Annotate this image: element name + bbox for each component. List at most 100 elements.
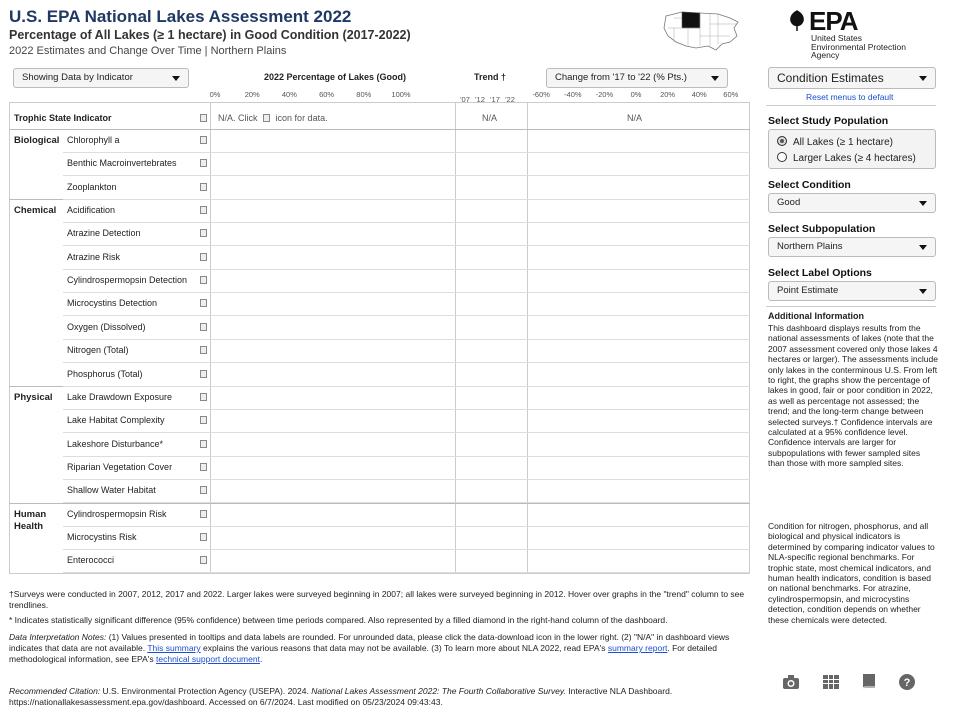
download-icon[interactable] (200, 392, 207, 401)
chevron-down-icon (919, 289, 927, 294)
us-map-icon[interactable] (660, 8, 742, 54)
change-tick-label: -20% (596, 90, 614, 99)
download-icon[interactable] (200, 206, 207, 215)
change-tick-label: 60% (723, 90, 738, 99)
change-tick-label: 20% (660, 90, 675, 99)
indicator-label: Cylindrospermopsin Risk (67, 508, 167, 519)
condition-estimates-dropdown[interactable]: Condition Estimates (768, 67, 936, 89)
download-icon[interactable] (200, 486, 207, 495)
trend-column-header: Trend † (474, 72, 507, 82)
pct-tick-label: 40% (282, 90, 297, 99)
group-label: Physical (14, 391, 53, 403)
study-population-label: Select Study Population (768, 115, 889, 127)
download-icon[interactable] (200, 532, 207, 541)
pct-tick-label: 0% (210, 90, 221, 99)
help-icon[interactable]: ? (898, 673, 916, 691)
radio-all-lakes[interactable]: All Lakes (≥ 1 hectare) (777, 136, 893, 148)
indicator-label: Lake Habitat Complexity (67, 415, 165, 426)
indicator-label: Microcystins Risk (67, 531, 137, 542)
indicator-table (9, 102, 750, 574)
download-icon[interactable] (200, 159, 207, 168)
trophic-state-label: Trophic State Indicator (14, 113, 112, 123)
radio-larger-lakes[interactable]: Larger Lakes (≥ 4 hectares) (777, 152, 916, 164)
download-icon[interactable] (200, 369, 207, 378)
additional-info-title: Additional Information (768, 311, 864, 321)
change-dropdown[interactable]: Change from '17 to '22 (% Pts.) (546, 68, 728, 88)
technical-doc-link[interactable]: technical support document (156, 654, 260, 664)
trophic-change-na: N/A (627, 113, 643, 123)
group-label: Human Health (14, 508, 47, 532)
download-icon (263, 114, 271, 122)
download-icon[interactable] (200, 229, 207, 238)
download-icon[interactable] (200, 346, 207, 355)
chevron-down-icon (919, 201, 927, 206)
download-icon[interactable] (200, 439, 207, 448)
chevron-down-icon (919, 245, 927, 250)
pct-tick-label: 20% (245, 90, 260, 99)
download-icon[interactable] (200, 509, 207, 518)
study-population-radio-group: All Lakes (≥ 1 hectare) Larger Lakes (≥ … (768, 129, 936, 169)
label-options-dropdown[interactable]: Point Estimate (768, 281, 936, 301)
indicator-label: Phosphorus (Total) (67, 368, 143, 379)
view-dropdown[interactable]: Showing Data by Indicator (13, 68, 189, 88)
change-tick-label: -60% (532, 90, 550, 99)
indicator-label: Cylindrospermopsin Detection (67, 275, 188, 286)
pct-tick-label: 80% (356, 90, 371, 99)
change-tick-label: 40% (692, 90, 707, 99)
group-label: Biological (14, 135, 60, 146)
indicator-label: Benthic Macroinvertebrates (67, 158, 177, 169)
label-options-label: Select Label Options (768, 267, 872, 279)
indicator-label: Atrazine Risk (67, 251, 121, 262)
footer-citation: Recommended Citation: U.S. Environmental… (9, 686, 673, 707)
change-tick-label: -40% (564, 90, 582, 99)
subpopulation-dropdown[interactable]: Northern Plains (768, 237, 936, 257)
reset-menus-link[interactable]: Reset menus to default (806, 92, 894, 102)
indicator-label: Nitrogen (Total) (67, 345, 129, 356)
footer-interpretation: Data Interpretation Notes: (1) Values pr… (9, 632, 730, 664)
download-icon[interactable] (200, 556, 207, 565)
indicator-label: Lakeshore Disturbance* (67, 438, 164, 449)
camera-icon[interactable] (782, 673, 800, 691)
book-icon[interactable] (860, 673, 878, 691)
trophic-na-text: N/A. Click icon for data. (218, 113, 328, 123)
indicator-label: Atrazine Detection (67, 228, 141, 239)
pct-tick-label: 60% (319, 90, 334, 99)
table-icon[interactable] (822, 673, 840, 691)
download-icon[interactable] (200, 114, 207, 122)
indicator-label: Chlorophyll a (67, 135, 120, 145)
download-icon[interactable] (200, 252, 207, 261)
pct-tick-label: 100% (391, 90, 411, 99)
indicator-label: Enterococci (67, 555, 115, 566)
indicator-label: Oxygen (Dissolved) (67, 321, 146, 332)
pct-column-header: 2022 Percentage of Lakes (Good) (264, 72, 407, 82)
download-icon[interactable] (200, 136, 207, 144)
epa-flower-icon (790, 10, 804, 31)
page-title: U.S. EPA National Lakes Assessment 2022 (9, 7, 352, 26)
download-icon[interactable] (200, 416, 207, 425)
condition-dropdown[interactable]: Good (768, 193, 936, 213)
download-icon[interactable] (200, 182, 207, 191)
download-icon[interactable] (200, 299, 207, 308)
svg-text:?: ? (904, 677, 911, 689)
download-icon[interactable] (200, 462, 207, 471)
chevron-down-icon (711, 76, 719, 81)
subpopulation-label: Select Subpopulation (768, 223, 876, 235)
additional-info-p2: Condition for nitrogen, phosphorus, and … (768, 521, 935, 625)
indicator-label: Lake Drawdown Exposure (67, 391, 173, 402)
summary-report-link[interactable]: summary report (607, 643, 668, 653)
page-subtitle: Percentage of All Lakes (≥ 1 hectare) in… (9, 28, 411, 42)
indicator-label: Shallow Water Habitat (67, 485, 156, 496)
download-icon[interactable] (200, 322, 207, 331)
trophic-trend-na: N/A (482, 113, 498, 123)
footer-note-significance: * Indicates statistically significant di… (9, 615, 668, 625)
epa-logo: EPA United States Environmental Protectio… (787, 6, 937, 62)
page-subline: 2022 Estimates and Change Over Time | No… (9, 45, 287, 57)
indicator-label: Microcystins Detection (67, 298, 158, 309)
indicator-label: Zooplankton (67, 181, 117, 192)
indicator-label: Acidification (67, 205, 116, 216)
group-label: Chemical (14, 205, 57, 217)
change-tick-label: 0% (631, 90, 642, 99)
download-icon[interactable] (200, 276, 207, 285)
summary-link[interactable]: This summary (147, 643, 201, 653)
chevron-down-icon (172, 76, 180, 81)
